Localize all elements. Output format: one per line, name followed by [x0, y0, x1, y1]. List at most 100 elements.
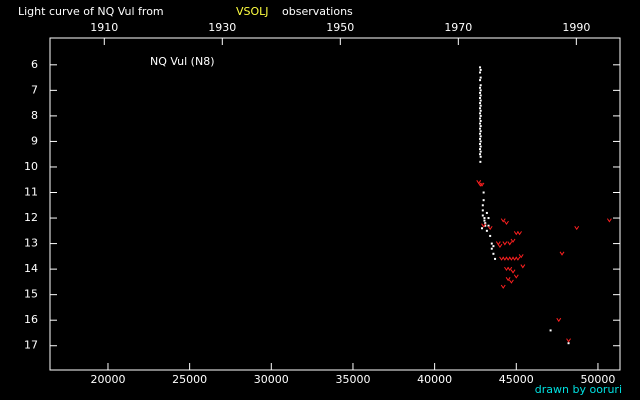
point — [494, 257, 497, 260]
point — [479, 109, 482, 112]
y-tick-label: 6 — [31, 58, 38, 71]
annotation: NQ Vul (N8) — [150, 55, 215, 68]
point — [574, 225, 580, 231]
point — [482, 199, 485, 202]
x2-tick-label: 1970 — [444, 21, 472, 34]
point — [507, 241, 513, 246]
point — [520, 264, 526, 269]
point — [556, 317, 562, 323]
point — [487, 224, 490, 227]
x-tick-label: 25000 — [172, 373, 207, 386]
point — [500, 218, 506, 223]
point — [490, 242, 493, 245]
point — [489, 234, 492, 237]
point — [606, 218, 612, 223]
point — [479, 155, 482, 158]
point — [479, 97, 482, 100]
y-tick-label: 8 — [31, 109, 38, 122]
point — [479, 91, 482, 94]
point — [479, 145, 482, 148]
point — [510, 238, 516, 243]
point — [479, 127, 482, 130]
point — [481, 209, 484, 212]
point — [480, 227, 483, 230]
x-tick-label: 30000 — [254, 373, 289, 386]
point — [479, 86, 482, 89]
point — [479, 140, 482, 143]
x-tick-label: 40000 — [417, 373, 452, 386]
y-tick-label: 11 — [24, 186, 38, 199]
point — [482, 191, 485, 194]
credit: drawn by ooruri — [535, 383, 622, 396]
y-tick-label: 7 — [31, 83, 38, 96]
point — [479, 137, 482, 140]
x-tick-label: 20000 — [90, 373, 125, 386]
point — [477, 182, 483, 187]
point — [479, 66, 482, 69]
y-tick-label: 13 — [24, 237, 38, 250]
point — [479, 76, 482, 79]
point — [479, 99, 482, 102]
point — [479, 122, 482, 125]
y-tick-label: 15 — [24, 288, 38, 301]
x2-tick-label: 1990 — [562, 21, 590, 34]
point — [479, 182, 485, 187]
point — [500, 284, 506, 289]
point — [508, 279, 514, 284]
point — [505, 277, 511, 282]
point — [479, 142, 482, 145]
point — [485, 229, 488, 232]
point — [490, 247, 493, 250]
point — [479, 148, 482, 151]
point — [484, 224, 487, 227]
point — [566, 338, 571, 343]
point — [483, 217, 486, 220]
y-tick-label: 14 — [24, 262, 38, 275]
x2-tick-label: 1910 — [90, 21, 118, 34]
point — [481, 214, 484, 217]
y-tick-label: 17 — [24, 339, 38, 352]
point — [479, 79, 482, 82]
point — [559, 251, 565, 256]
point — [483, 219, 486, 222]
point — [479, 125, 482, 128]
point — [479, 104, 482, 107]
point — [507, 266, 513, 272]
point — [479, 89, 482, 92]
x-tick-label: 45000 — [499, 373, 534, 386]
point — [497, 243, 503, 249]
chart-title-suffix: observations — [282, 5, 353, 18]
x2-tick-label: 1930 — [208, 21, 236, 34]
point — [479, 153, 482, 156]
point — [515, 256, 521, 261]
chart-title: Light curve of NQ Vul from — [18, 5, 164, 18]
chart-title-source: VSOLJ — [236, 5, 269, 18]
y-tick-label: 9 — [31, 134, 38, 147]
point — [479, 130, 482, 133]
y-tick-label: 16 — [24, 313, 38, 326]
point — [567, 342, 570, 345]
point — [479, 132, 482, 135]
x-tick-label: 35000 — [335, 373, 370, 386]
point — [485, 211, 488, 214]
x2-tick-label: 1950 — [326, 21, 354, 34]
point — [479, 117, 482, 120]
point — [479, 71, 482, 74]
point — [481, 223, 487, 228]
point — [479, 160, 482, 163]
point — [504, 220, 509, 226]
y-tick-label: 12 — [24, 211, 38, 224]
point — [479, 112, 482, 115]
point — [479, 120, 482, 122]
point — [479, 107, 482, 110]
point — [479, 102, 482, 105]
point — [479, 94, 482, 97]
point — [479, 68, 482, 71]
point — [492, 245, 495, 248]
y-tick-label: 10 — [24, 160, 38, 173]
point — [518, 254, 524, 259]
point — [484, 222, 487, 225]
point — [479, 84, 482, 87]
